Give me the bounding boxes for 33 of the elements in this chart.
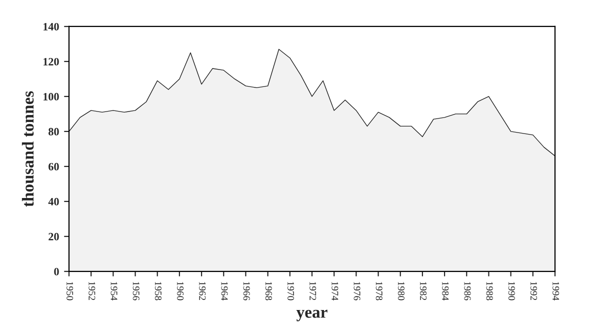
x-tick-label: 1952 bbox=[88, 282, 96, 300]
x-tick-label: 1994 bbox=[552, 282, 560, 300]
x-tick-label: 1984 bbox=[442, 282, 449, 300]
x-tick-label: 1976 bbox=[354, 282, 360, 300]
x-tick-label: 1988 bbox=[486, 282, 493, 300]
x-tick-label: 1968 bbox=[265, 282, 272, 300]
y-tick-label: 120 bbox=[44, 58, 59, 66]
x-tick-label: 1974 bbox=[332, 282, 338, 300]
x-tick-label: 1950 bbox=[66, 282, 74, 300]
y-tick-label: 100 bbox=[44, 92, 59, 100]
x-tick-label: 1980 bbox=[398, 282, 404, 300]
x-axis-title: year bbox=[296, 310, 328, 322]
x-tick-label: 1956 bbox=[132, 282, 140, 300]
x-tick-label: 1962 bbox=[199, 282, 206, 300]
x-tick-label: 1990 bbox=[508, 282, 515, 300]
x-tick-label: 1986 bbox=[464, 282, 471, 300]
y-tick-label: 60 bbox=[48, 162, 59, 170]
y-tick-label: 20 bbox=[48, 232, 59, 240]
x-tick-label: 1978 bbox=[376, 282, 382, 300]
y-tick-label: 0 bbox=[54, 268, 59, 276]
y-tick-label: 140 bbox=[44, 22, 59, 30]
x-tick-label: 1954 bbox=[110, 282, 118, 300]
x-tick-label: 1992 bbox=[530, 282, 538, 300]
x-tick-label: 1966 bbox=[243, 282, 250, 300]
x-tick-label: 1964 bbox=[221, 282, 228, 300]
x-tick-label: 1972 bbox=[310, 282, 316, 300]
y-tick-label: 80 bbox=[48, 128, 59, 136]
x-tick-label: 1960 bbox=[177, 282, 184, 300]
y-axis-title: thousand tonnes bbox=[22, 91, 34, 207]
x-tick-label: 1958 bbox=[154, 282, 162, 300]
x-tick-label: 1982 bbox=[420, 282, 427, 300]
y-tick-label: 40 bbox=[48, 198, 59, 206]
x-tick-label: 1970 bbox=[287, 282, 294, 300]
